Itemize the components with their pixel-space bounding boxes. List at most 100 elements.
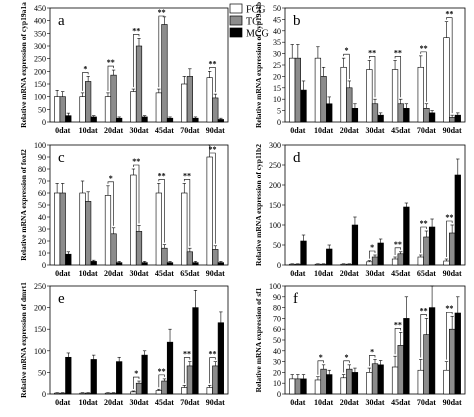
y-axis-label: Relative mRNA expression of cyp19a1b	[254, 2, 263, 128]
bar-fcg-90dat	[206, 387, 213, 395]
bar-tg-70dat	[186, 76, 193, 123]
bar-mcg-30dat	[141, 262, 148, 266]
bar-tg-90dat	[212, 365, 219, 395]
x-tick-label: 45dat	[391, 126, 410, 135]
bar-fcg-45dat	[391, 69, 399, 123]
y-axis-label: Relative mRNA expression of dmrt1	[19, 282, 28, 398]
significance-marker: **	[394, 240, 402, 249]
y-tick-label: 10	[273, 95, 281, 104]
y-tick-label: 200	[34, 304, 46, 313]
x-tick-label: 0dat	[55, 126, 70, 135]
significance-bracket	[369, 355, 376, 367]
bar-tg-20dat	[110, 233, 117, 266]
significance-marker: **	[158, 367, 166, 376]
bar-tg-0dat	[294, 263, 301, 266]
significance-marker: *	[134, 369, 138, 378]
bar-tg-45dat	[161, 24, 168, 123]
x-tick-label: 90dat	[206, 126, 225, 135]
x-tick-label: 10dat	[79, 126, 98, 135]
bar-fcg-10dat	[314, 379, 322, 395]
bar-fcg-70dat	[417, 369, 424, 395]
significance-bracket	[158, 15, 165, 88]
bar-tg-10dat	[85, 392, 92, 395]
bar-fcg-20dat	[340, 263, 347, 266]
legend-label-fcg: FCG	[246, 5, 265, 16]
panel-label: b	[293, 13, 301, 29]
bar-mcg-65dat	[428, 226, 436, 266]
significance-bracket	[183, 357, 191, 384]
bar-tg-90dat	[449, 328, 456, 395]
bar-fcg-0dat	[289, 263, 296, 266]
bar-mcg-20dat	[116, 361, 123, 395]
y-tick-label: 10	[273, 379, 281, 388]
significance-marker: *	[370, 347, 374, 356]
bar-tg-30dat	[371, 103, 379, 123]
y-tick-label: 70	[38, 177, 46, 186]
y-axis-label: Relative mRNA expression of cyp19a1a	[19, 2, 28, 128]
y-tick-label: 0	[277, 261, 281, 270]
bar-tg-30dat	[135, 382, 143, 395]
x-tick-label: 90dat	[443, 126, 462, 135]
bar-tg-90dat	[449, 232, 456, 266]
x-tick-label: 45dat	[391, 269, 410, 278]
x-tick-label: 30dat	[129, 269, 148, 278]
bar-tg-30dat	[135, 45, 143, 123]
y-tick-label: 30	[273, 358, 281, 367]
y-tick-label: 0	[42, 390, 46, 399]
bar-mcg-10dat	[90, 116, 97, 123]
significance-marker: *	[370, 243, 374, 252]
bar-fcg-0dat	[54, 392, 61, 395]
panel-label: e	[58, 291, 65, 307]
significance-bracket	[317, 360, 324, 375]
legend-swatch-fcg	[229, 3, 243, 14]
bar-tg-30dat	[371, 256, 379, 266]
bar-fcg-45dat	[155, 192, 162, 266]
y-tick-label: 35	[273, 38, 281, 47]
significance-marker: **	[208, 59, 216, 68]
x-tick-label: 90dat	[443, 269, 462, 278]
bar-mcg-0dat	[65, 115, 72, 123]
bar-fcg-20dat	[340, 66, 347, 123]
significance-bracket	[343, 360, 350, 373]
x-tick-label: 10dat	[79, 269, 98, 278]
x-tick-label: 70dat	[180, 126, 199, 135]
bar-fcg-45dat	[391, 258, 399, 266]
significance-bracket	[394, 247, 402, 255]
y-axis-label: Relative mRNA expression of sf1	[254, 287, 263, 392]
bar-mcg-45dat	[166, 341, 174, 395]
bar-mcg-45dat	[403, 206, 410, 266]
significance-marker: **	[208, 350, 216, 359]
significance-bracket	[420, 226, 427, 253]
x-tick-label: 20dat	[340, 269, 359, 278]
bar-tg-10dat	[320, 263, 327, 266]
significance-bracket	[369, 56, 376, 98]
x-tick-label: 70dat	[417, 126, 436, 135]
x-tick-label: 30dat	[365, 398, 384, 407]
bar-mcg-10dat	[90, 261, 97, 266]
x-tick-label: 10dat	[314, 398, 333, 407]
bar-mcg-10dat	[326, 103, 333, 123]
bar-fcg-45dat	[391, 366, 399, 395]
significance-bracket	[82, 72, 89, 91]
significance-marker: **	[394, 320, 402, 329]
y-tick-label: 15	[273, 84, 281, 93]
y-tick-label: 70	[273, 314, 281, 323]
x-tick-label: 20dat	[104, 126, 123, 135]
y-tick-label: 90	[38, 153, 46, 162]
bar-mcg-90dat	[454, 312, 461, 395]
y-tick-label: 40	[38, 213, 46, 222]
bar-fcg-45dat	[155, 390, 162, 395]
y-tick-label: 40	[273, 27, 281, 36]
bar-tg-45dat	[397, 345, 404, 395]
y-tick-label: 0	[42, 118, 46, 127]
bar-mcg-90dat	[217, 119, 224, 123]
bar-tg-70dat	[186, 365, 193, 395]
y-tick-label: 90	[273, 293, 281, 302]
significance-bracket	[107, 181, 114, 226]
bar-tg-45dat	[161, 247, 168, 266]
y-tick-label: 10	[38, 249, 46, 258]
bar-mcg-30dat	[377, 114, 384, 123]
legend-label-mcg: MCG	[246, 29, 269, 40]
